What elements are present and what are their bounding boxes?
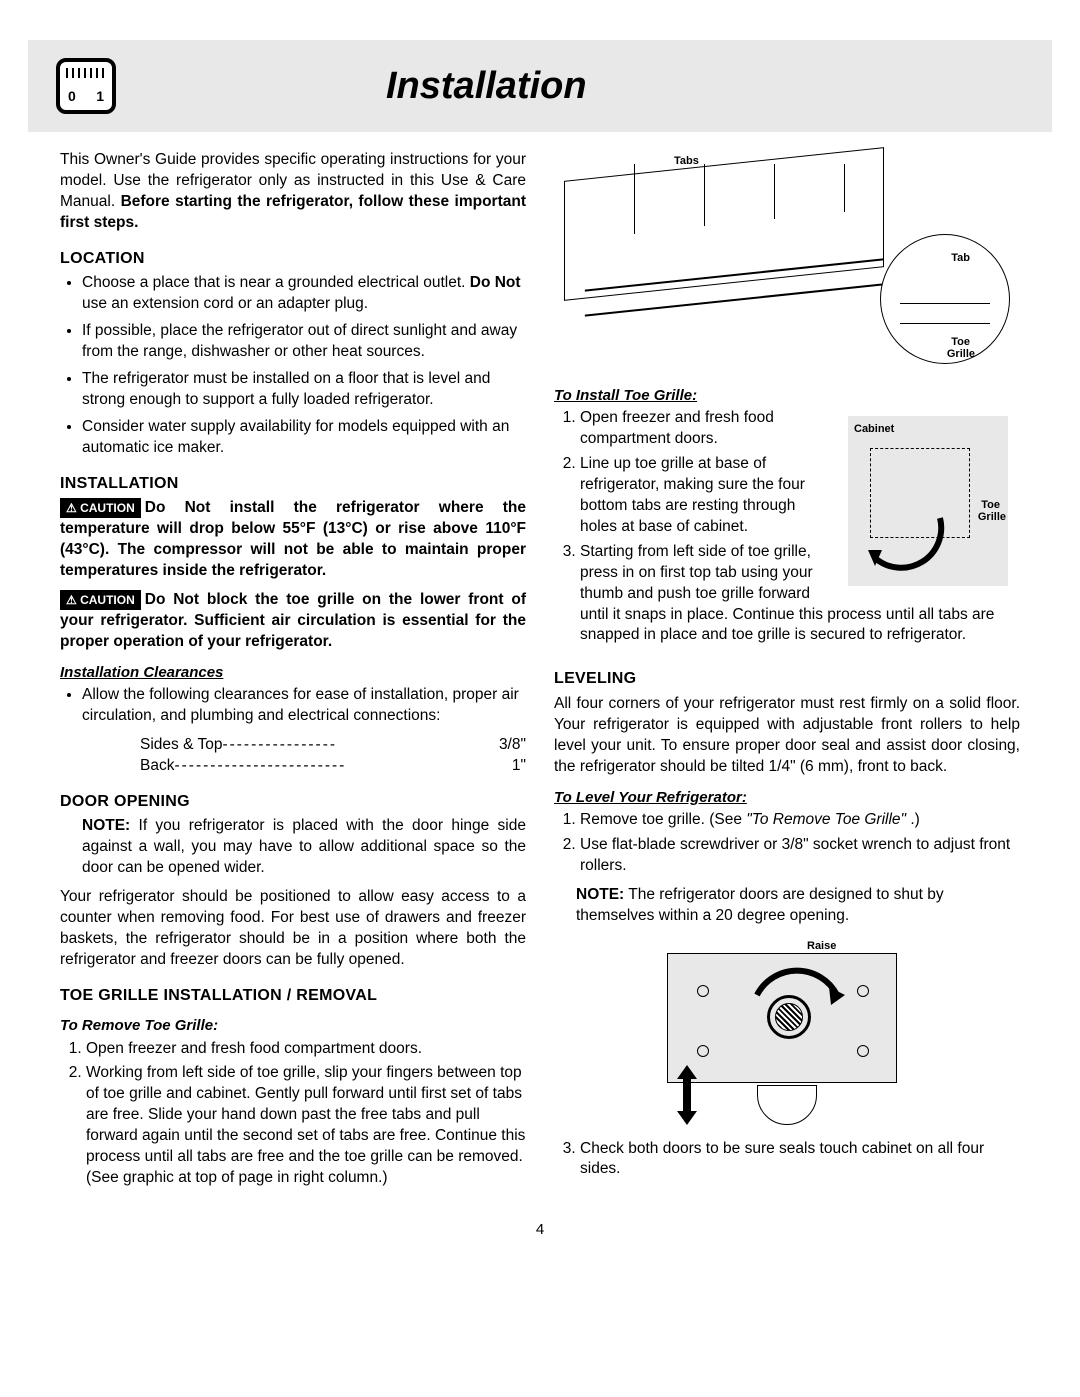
intro-para: This Owner's Guide provides specific ope… xyxy=(60,150,526,234)
installation-heading: INSTALLATION xyxy=(60,473,526,495)
toe-heading: TOE GRILLE INSTALLATION / REMOVAL xyxy=(60,985,526,1007)
leader-dots: ---------------- xyxy=(222,735,499,756)
list-item: Use flat-blade screwdriver or 3/8" socke… xyxy=(580,835,1020,877)
clearances-heading: Installation Clearances xyxy=(60,663,526,683)
leveling-intro: All four corners of your refrigerator mu… xyxy=(554,694,1020,778)
caution-badge: CAUTION xyxy=(60,498,141,518)
curve-arrow-icon xyxy=(747,955,847,1005)
note-label: NOTE: xyxy=(82,817,130,834)
fig-label-tabs: Tabs xyxy=(674,154,699,169)
level-steps-cont: Check both doors to be sure seals touch … xyxy=(554,1139,1020,1181)
door-para: Your refrigerator should be positioned t… xyxy=(60,887,526,971)
caution-para-2: CAUTIONDo Not block the toe grille on th… xyxy=(60,590,526,653)
caution-para-1: CAUTIONDo Not install the refrigerator w… xyxy=(60,498,526,582)
location-list: Choose a place that is near a grounded e… xyxy=(60,273,526,458)
list-item: Open freezer and fresh food compartment … xyxy=(86,1039,526,1060)
list-item: The refrigerator must be installed on a … xyxy=(82,369,526,411)
location-heading: LOCATION xyxy=(60,248,526,270)
door-note: NOTE: If you refrigerator is placed with… xyxy=(60,816,526,879)
leveling-note: NOTE: The refrigerator doors are designe… xyxy=(554,885,1020,927)
list-item: Working from left side of toe grille, sl… xyxy=(86,1063,526,1189)
remove-steps: Open freezer and fresh food compartment … xyxy=(60,1039,526,1189)
leveling-heading: LEVELING xyxy=(554,668,1020,690)
list-item: Consider water supply availability for m… xyxy=(82,417,526,459)
caution-badge: CAUTION xyxy=(60,590,141,610)
fig-label-grille2: Grille xyxy=(978,510,1006,525)
figure-toe-grille-remove: Tabs Tab Toe Grille xyxy=(554,154,1020,374)
ruler-end: 1 xyxy=(96,88,104,104)
list-item: Choose a place that is near a grounded e… xyxy=(82,273,526,315)
right-column: Tabs Tab Toe Grille To Install Toe Grill… xyxy=(554,150,1020,1197)
table-row: Back ------------------------ 1" xyxy=(140,756,526,777)
table-row: Sides & Top ---------------- 3/8" xyxy=(140,735,526,756)
page-header: 0 1 Installation xyxy=(28,40,1052,132)
list-item: If possible, place the refrigerator out … xyxy=(82,321,526,363)
list-item: Allow the following clearances for ease … xyxy=(82,685,526,727)
leader-dots: ------------------------ xyxy=(174,756,511,777)
list-item: Check both doors to be sure seals touch … xyxy=(580,1139,1020,1181)
clearance-table: Sides & Top ---------------- 3/8" Back -… xyxy=(140,735,526,777)
fig-label-cabinet: Cabinet xyxy=(854,422,894,437)
intro-bold: Before starting the refrigerator, follow… xyxy=(60,193,526,231)
level-steps: Remove toe grille. (See "To Remove Toe G… xyxy=(554,810,1020,877)
ruler-icon: 0 1 xyxy=(56,58,116,114)
figure-leveling-roller: Raise xyxy=(657,935,917,1135)
arrow-icon xyxy=(860,508,960,578)
clearances-list: Allow the following clearances for ease … xyxy=(60,685,526,727)
page-title: Installation xyxy=(386,65,587,108)
door-heading: DOOR OPENING xyxy=(60,791,526,813)
page-number: 4 xyxy=(0,1221,1080,1258)
left-column: This Owner's Guide provides specific ope… xyxy=(60,150,526,1197)
updown-arrow-icon xyxy=(677,1065,697,1125)
install-heading: To Install Toe Grille: xyxy=(554,386,1020,406)
level-sub-heading: To Level Your Refrigerator: xyxy=(554,788,1020,808)
fig-label-tab: Tab xyxy=(951,251,970,266)
fig-label-grille: Grille xyxy=(947,347,975,362)
list-item: Remove toe grille. (See "To Remove Toe G… xyxy=(580,810,1020,831)
figure-toe-grille-install: Cabinet Toe Grille xyxy=(840,408,1020,598)
remove-heading: To Remove Toe Grille: xyxy=(60,1016,526,1036)
ruler-start: 0 xyxy=(68,88,76,104)
fig-label-raise: Raise xyxy=(807,939,836,954)
